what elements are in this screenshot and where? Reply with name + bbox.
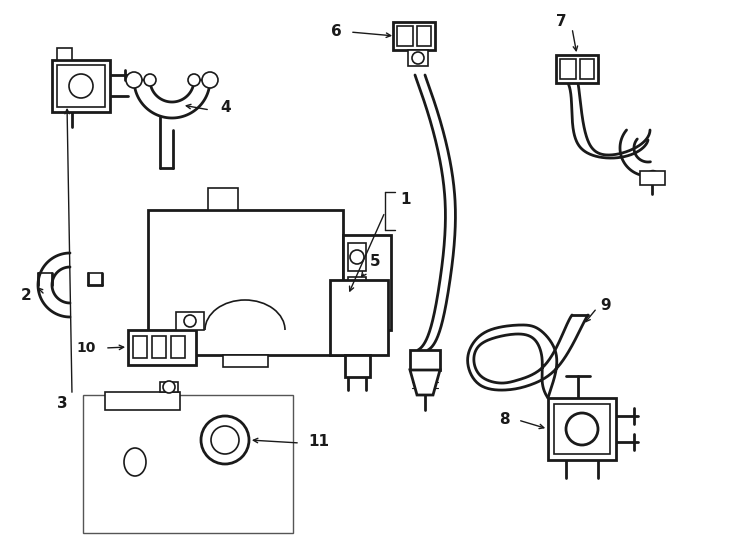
Circle shape (350, 250, 364, 264)
Bar (560, 59, 576, 79)
Circle shape (201, 416, 249, 464)
Bar (83, 395, 293, 533)
Circle shape (648, 171, 658, 180)
Circle shape (163, 381, 175, 393)
Bar (393, 22, 435, 50)
Bar (640, 171, 665, 185)
Text: 8: 8 (499, 413, 510, 428)
Bar (223, 355, 268, 367)
Bar (343, 235, 391, 330)
Bar (57, 48, 72, 60)
Bar (160, 382, 178, 392)
Text: 7: 7 (556, 15, 567, 30)
Polygon shape (410, 370, 440, 395)
Circle shape (69, 74, 93, 98)
Bar (330, 280, 388, 355)
Bar (556, 55, 598, 83)
Text: 1: 1 (400, 192, 410, 207)
Text: 4: 4 (220, 99, 230, 114)
Bar (148, 210, 343, 355)
Text: 6: 6 (331, 24, 342, 39)
Circle shape (202, 72, 218, 88)
Bar (152, 336, 166, 358)
Bar (580, 59, 594, 79)
Text: 10: 10 (76, 341, 96, 355)
Bar (57, 65, 105, 107)
Bar (554, 404, 610, 454)
Circle shape (350, 284, 364, 298)
Bar (171, 336, 185, 358)
Circle shape (566, 413, 598, 445)
Text: 3: 3 (57, 395, 68, 410)
Circle shape (144, 74, 156, 86)
Bar (548, 398, 616, 460)
Bar (348, 243, 366, 271)
Circle shape (412, 52, 424, 64)
Circle shape (188, 74, 200, 86)
Bar (52, 60, 110, 112)
Circle shape (184, 315, 196, 327)
Circle shape (126, 72, 142, 88)
Bar (417, 26, 431, 46)
Text: 11: 11 (308, 435, 329, 449)
Circle shape (211, 426, 239, 454)
Bar (408, 50, 428, 66)
Text: 2: 2 (21, 287, 32, 302)
Bar (128, 330, 196, 365)
Bar (105, 392, 180, 410)
Text: 5: 5 (370, 254, 381, 269)
Text: 9: 9 (600, 298, 611, 313)
Bar (410, 350, 440, 370)
Bar (345, 355, 370, 377)
Bar (133, 336, 147, 358)
Bar (176, 312, 204, 330)
Bar (397, 26, 413, 46)
Bar (348, 277, 366, 305)
Bar (208, 188, 238, 210)
